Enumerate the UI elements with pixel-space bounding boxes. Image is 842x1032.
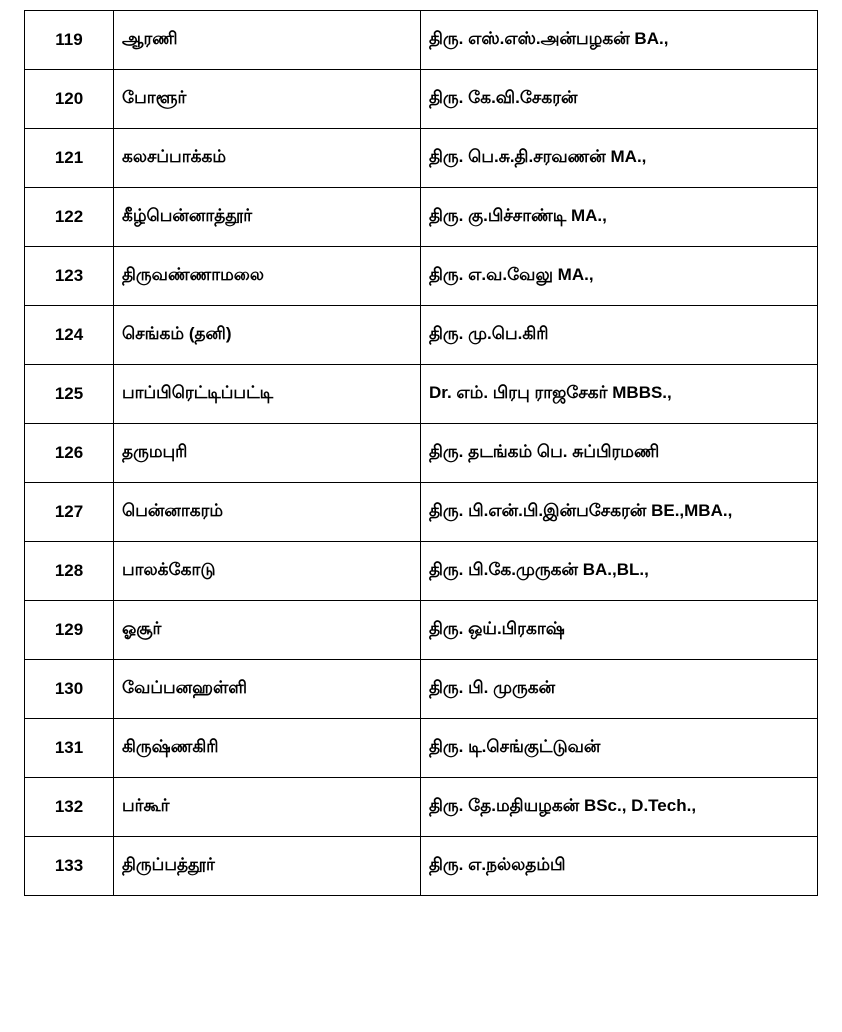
table-row: 123திருவண்ணாமலைதிரு. எ.வ.வேலு MA., <box>25 247 818 306</box>
table-row: 132பர்கூர்திரு. தே.மதியழகன் BSc., D.Tech… <box>25 778 818 837</box>
row-number: 130 <box>25 660 114 719</box>
candidate-name: திரு. மு.பெ.கிரி <box>421 306 818 365</box>
constituency-name: கலசப்பாக்கம் <box>114 129 421 188</box>
table-row: 122கீழ்பென்னாத்தூர்திரு. கு.பிச்சாண்டி M… <box>25 188 818 247</box>
constituency-table: 119ஆரணிதிரு. எஸ்.எஸ்.அன்பழகன் BA.,120போள… <box>24 10 818 896</box>
table-row: 129ஓசூர்திரு. ஒய்.பிரகாஷ் <box>25 601 818 660</box>
row-number: 125 <box>25 365 114 424</box>
constituency-name: பர்கூர் <box>114 778 421 837</box>
row-number: 124 <box>25 306 114 365</box>
constituency-name: ஓசூர் <box>114 601 421 660</box>
table-row: 133திருப்பத்தூர்திரு. எ.நல்லதம்பி <box>25 837 818 896</box>
candidate-name: திரு. எ.நல்லதம்பி <box>421 837 818 896</box>
row-number: 123 <box>25 247 114 306</box>
page: 119ஆரணிதிரு. எஸ்.எஸ்.அன்பழகன் BA.,120போள… <box>0 0 842 916</box>
constituency-name: திருவண்ணாமலை <box>114 247 421 306</box>
row-number: 128 <box>25 542 114 601</box>
constituency-name: பாலக்கோடு <box>114 542 421 601</box>
table-row: 124செங்கம் (தனி)திரு. மு.பெ.கிரி <box>25 306 818 365</box>
row-number: 119 <box>25 11 114 70</box>
table-row: 126தருமபுரிதிரு. தடங்கம் பெ. சுப்பிரமணி <box>25 424 818 483</box>
candidate-name: திரு. கே.வி.சேகரன் <box>421 70 818 129</box>
row-number: 126 <box>25 424 114 483</box>
candidate-name: திரு. கு.பிச்சாண்டி MA., <box>421 188 818 247</box>
constituency-name: தருமபுரி <box>114 424 421 483</box>
constituency-name: செங்கம் (தனி) <box>114 306 421 365</box>
table-row: 127பென்னாகரம்திரு. பி.என்.பி.இன்பசேகரன் … <box>25 483 818 542</box>
constituency-name: பாப்பிரெட்டிப்பட்டி <box>114 365 421 424</box>
row-number: 131 <box>25 719 114 778</box>
table-row: 120போளூர்திரு. கே.வி.சேகரன் <box>25 70 818 129</box>
table-row: 130வேப்பனஹள்ளிதிரு. பி. முருகன் <box>25 660 818 719</box>
row-number: 129 <box>25 601 114 660</box>
row-number: 132 <box>25 778 114 837</box>
constituency-name: போளூர் <box>114 70 421 129</box>
candidate-name: Dr. எம். பிரபு ராஜசேகர் MBBS., <box>421 365 818 424</box>
constituency-name: பென்னாகரம் <box>114 483 421 542</box>
candidate-name: திரு. பி. முருகன் <box>421 660 818 719</box>
candidate-name: திரு. எ.வ.வேலு MA., <box>421 247 818 306</box>
table-row: 128பாலக்கோடுதிரு. பி.கே.முருகன் BA.,BL., <box>25 542 818 601</box>
row-number: 127 <box>25 483 114 542</box>
row-number: 133 <box>25 837 114 896</box>
table-row: 131கிருஷ்ணகிரிதிரு. டி.செங்குட்டுவன் <box>25 719 818 778</box>
candidate-name: திரு. டி.செங்குட்டுவன் <box>421 719 818 778</box>
table-row: 119ஆரணிதிரு. எஸ்.எஸ்.அன்பழகன் BA., <box>25 11 818 70</box>
candidate-name: திரு. எஸ்.எஸ்.அன்பழகன் BA., <box>421 11 818 70</box>
candidate-name: திரு. பி.கே.முருகன் BA.,BL., <box>421 542 818 601</box>
constituency-name: வேப்பனஹள்ளி <box>114 660 421 719</box>
table-body: 119ஆரணிதிரு. எஸ்.எஸ்.அன்பழகன் BA.,120போள… <box>25 11 818 896</box>
table-row: 125பாப்பிரெட்டிப்பட்டிDr. எம். பிரபு ராஜ… <box>25 365 818 424</box>
row-number: 120 <box>25 70 114 129</box>
constituency-name: ஆரணி <box>114 11 421 70</box>
row-number: 122 <box>25 188 114 247</box>
candidate-name: திரு. பி.என்.பி.இன்பசேகரன் BE.,MBA., <box>421 483 818 542</box>
constituency-name: திருப்பத்தூர் <box>114 837 421 896</box>
candidate-name: திரு. ஒய்.பிரகாஷ் <box>421 601 818 660</box>
candidate-name: திரு. பெ.சு.தி.சரவணன் MA., <box>421 129 818 188</box>
row-number: 121 <box>25 129 114 188</box>
table-row: 121கலசப்பாக்கம்திரு. பெ.சு.தி.சரவணன் MA.… <box>25 129 818 188</box>
constituency-name: கிருஷ்ணகிரி <box>114 719 421 778</box>
constituency-name: கீழ்பென்னாத்தூர் <box>114 188 421 247</box>
candidate-name: திரு. தே.மதியழகன் BSc., D.Tech., <box>421 778 818 837</box>
candidate-name: திரு. தடங்கம் பெ. சுப்பிரமணி <box>421 424 818 483</box>
